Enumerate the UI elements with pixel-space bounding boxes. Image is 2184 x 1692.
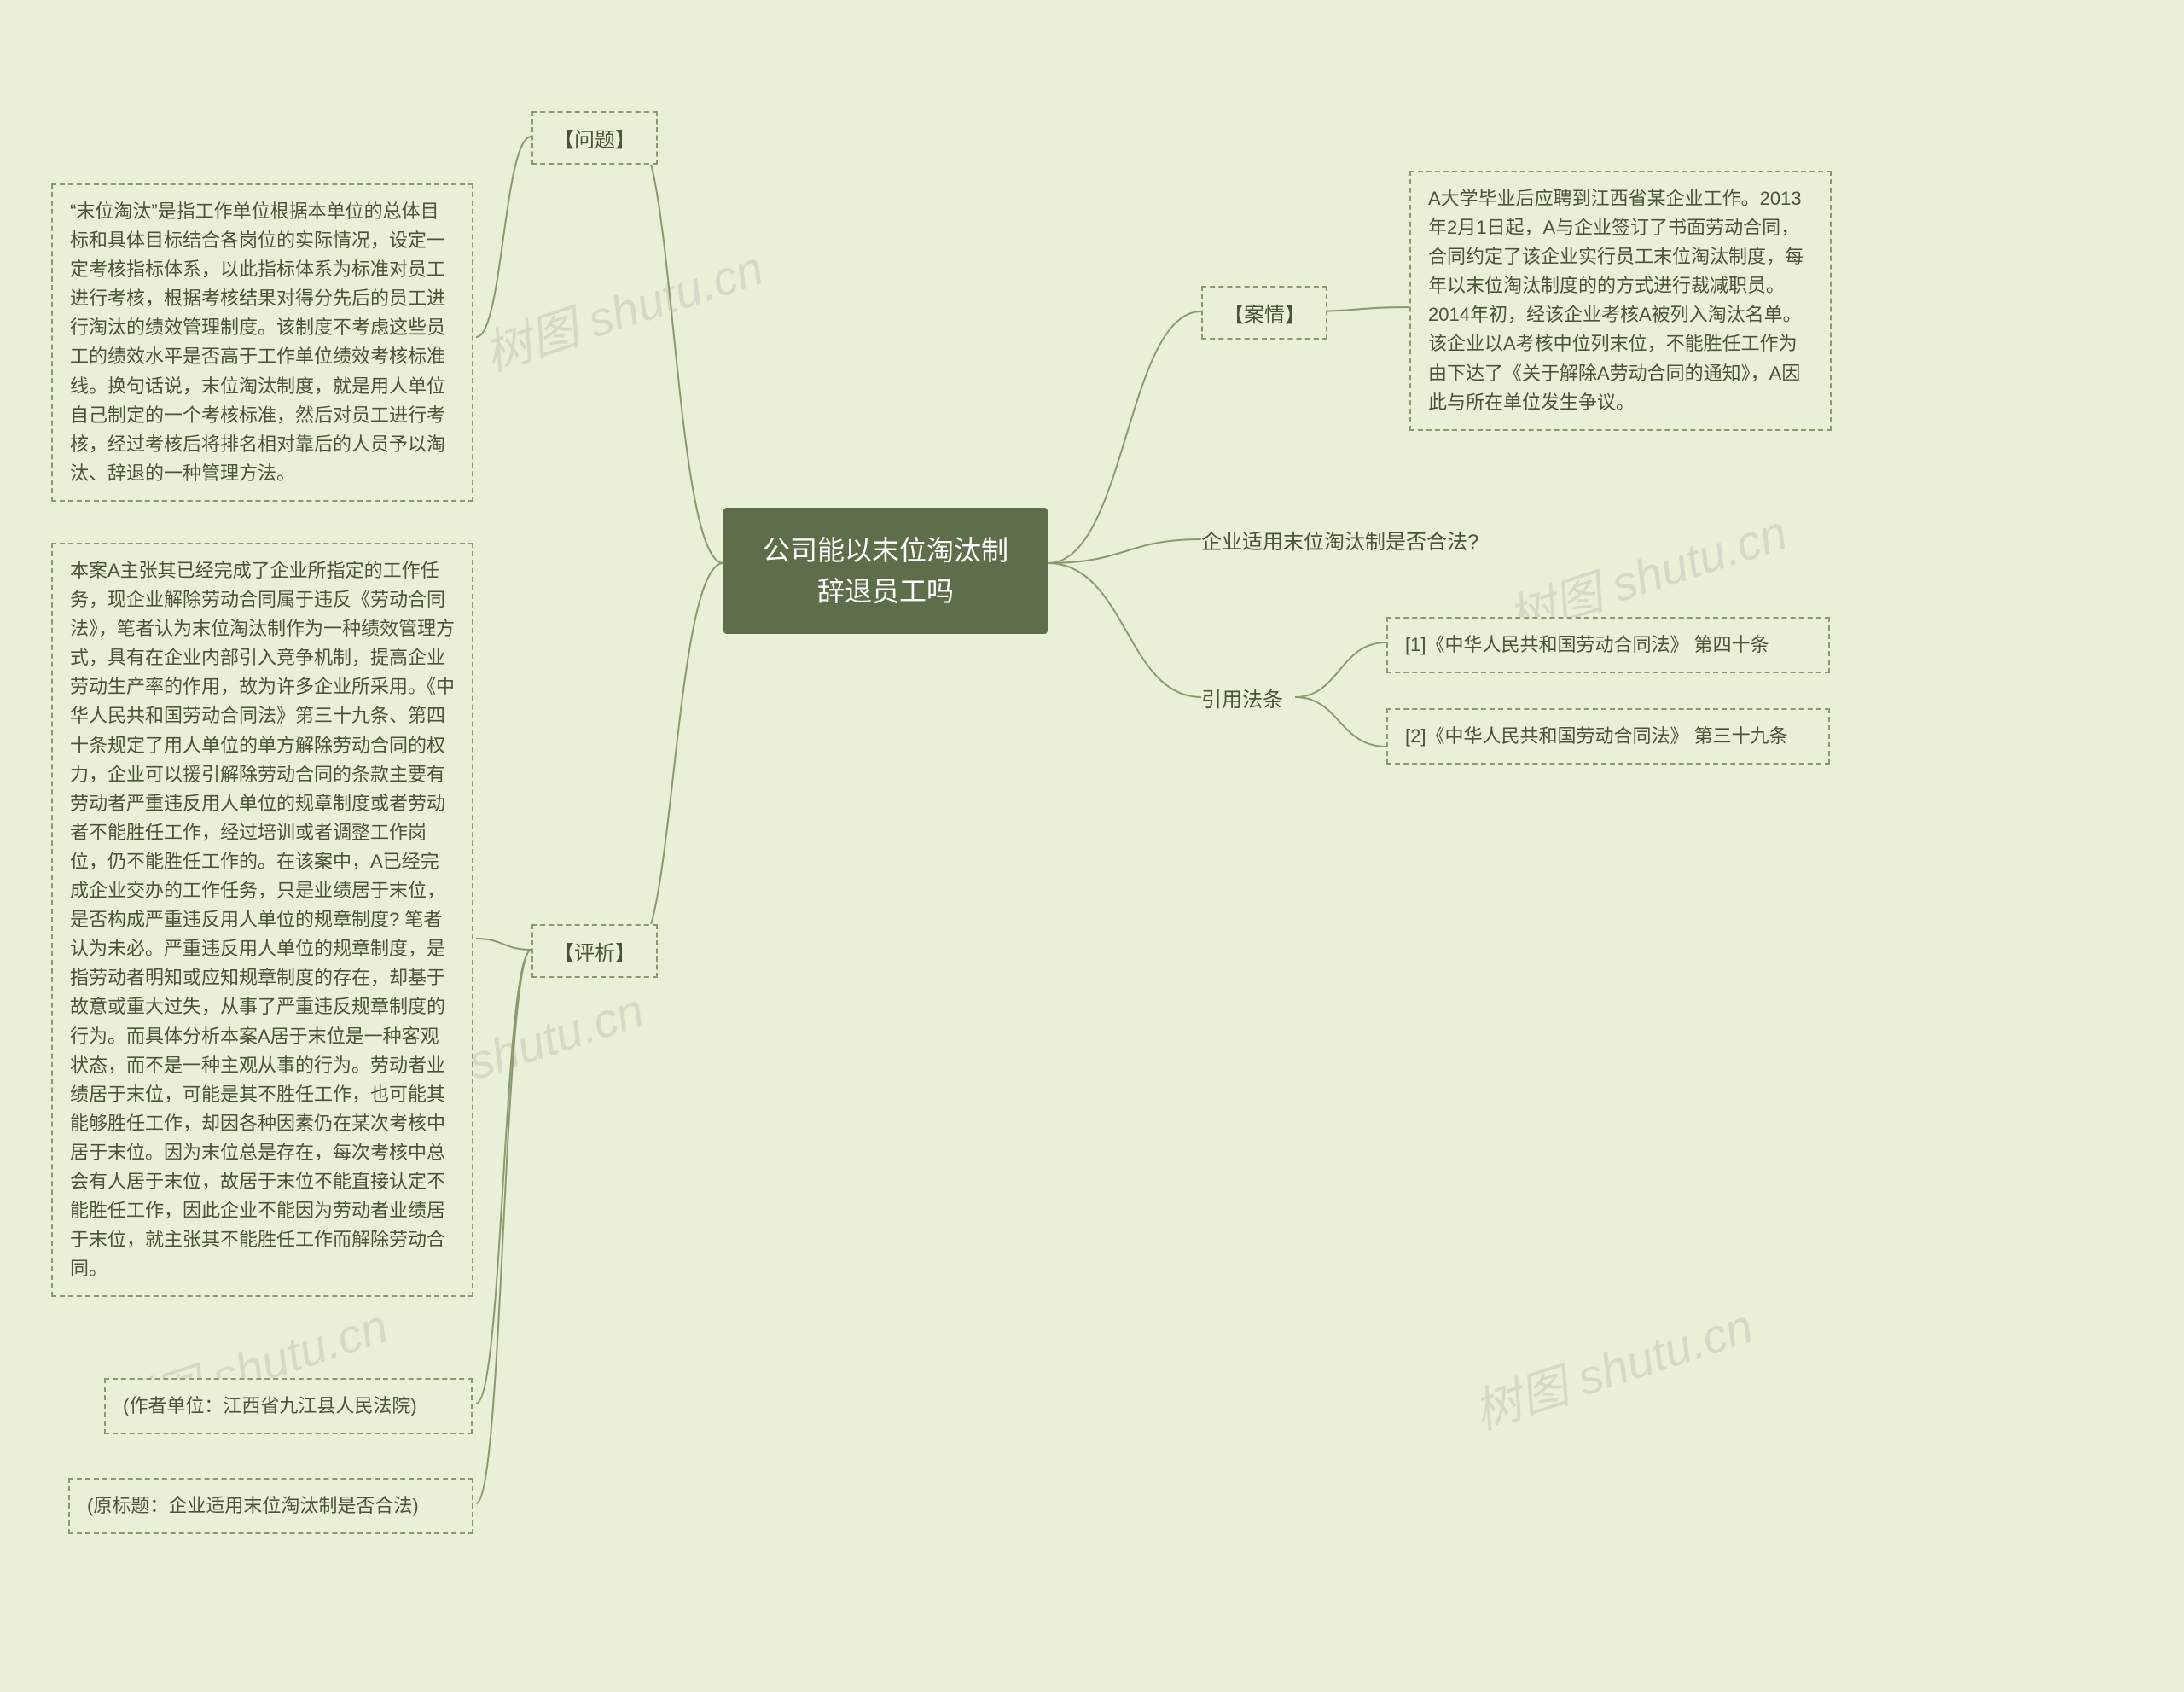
center-topic-text: 公司能以末位淘汰制辞退员工吗 [763, 535, 1008, 607]
node-fatiao-1: [1]《中华人民共和国劳动合同法》 第四十条 [1386, 617, 1830, 673]
node-text: A大学毕业后应聘到江西省某企业工作。2013年2月1日起，A与企业签订了书面劳动… [1428, 188, 1804, 413]
node-fatiao-2: [2]《中华人民共和国劳动合同法》 第三十九条 [1386, 708, 1830, 765]
node-pingxi-author: (作者单位：江西省九江县人民法院) [104, 1378, 473, 1434]
branch-label-hefa: 企业适用末位淘汰制是否合法? [1201, 525, 1478, 555]
node-pingxi-analysis: 本案A主张其已经完成了企业所指定的工作任务，现企业解除劳动合同属于违反《劳动合同… [51, 543, 473, 1297]
node-text: “末位淘汰”是指工作单位根据本单位的总体目标和具体目标结合各岗位的实际情况，设定… [70, 201, 445, 484]
watermark: 树图 shutu.cn [474, 230, 771, 386]
node-text: [1]《中华人民共和国劳动合同法》 第四十条 [1405, 634, 1769, 655]
node-text: (作者单位：江西省九江县人民法院) [123, 1395, 417, 1416]
branch-label-anqing: 【案情】 [1201, 286, 1327, 340]
watermark: 树图 shutu.cn [1464, 1288, 1761, 1444]
branch-label-text: 【问题】 [554, 129, 636, 152]
branch-label-pingxi: 【评析】 [531, 924, 658, 978]
node-text: (原标题：企业适用末位淘汰制是否合法) [87, 1495, 419, 1516]
node-wenti-definition: “末位淘汰”是指工作单位根据本单位的总体目标和具体目标结合各岗位的实际情况，设定… [51, 183, 473, 502]
node-text: 本案A主张其已经完成了企业所指定的工作任务，现企业解除劳动合同属于违反《劳动合同… [70, 560, 455, 1279]
branch-label-text: 引用法条 [1201, 689, 1283, 712]
center-topic: 公司能以末位淘汰制辞退员工吗 [723, 508, 1048, 634]
branch-label-fatiao: 引用法条 [1201, 683, 1283, 712]
branch-label-wenti: 【问题】 [531, 111, 658, 165]
branch-label-text: 【评析】 [554, 942, 636, 965]
node-pingxi-origtitle: (原标题：企业适用末位淘汰制是否合法) [68, 1478, 473, 1534]
branch-label-text: 【案情】 [1223, 304, 1305, 327]
node-text: [2]《中华人民共和国劳动合同法》 第三十九条 [1405, 725, 1788, 747]
node-anqing-case: A大学毕业后应聘到江西省某企业工作。2013年2月1日起，A与企业签订了书面劳动… [1409, 171, 1832, 431]
branch-label-text: 企业适用末位淘汰制是否合法? [1201, 531, 1478, 554]
